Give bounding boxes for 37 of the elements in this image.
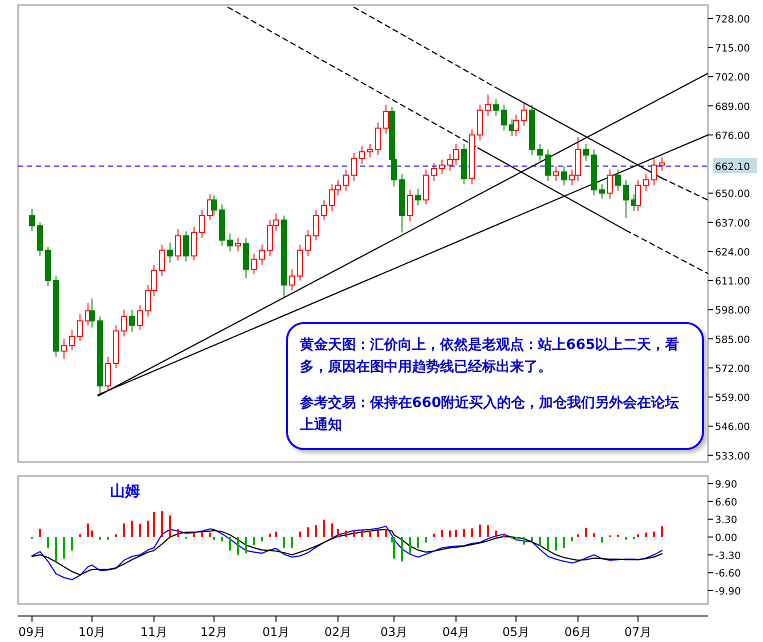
x-tick-label: 01月 (262, 625, 290, 639)
y-tick-label: -6.60 (715, 568, 741, 580)
y-tick-label: 676.00 (715, 130, 750, 142)
y-tick-label: 702.00 (715, 72, 750, 84)
x-tick-label: 09月 (18, 625, 46, 639)
y-tick-label: -9.90 (715, 586, 741, 598)
annotation: 山姆 (110, 482, 140, 500)
y-tick-label: 9.90 (715, 480, 738, 491)
y-tick-label: -3.30 (715, 550, 741, 562)
y-tick-label: 546.00 (715, 422, 750, 434)
x-tick-label: 11月 (140, 625, 168, 639)
y-tick-label: 533.00 (715, 451, 750, 462)
y-tick-label: 572.00 (715, 364, 750, 375)
x-tick-label: 04月 (442, 625, 470, 639)
y-tick-label: 3.30 (715, 515, 738, 526)
y-tick-label: 0.00 (715, 533, 738, 544)
y-tick-label: 6.60 (715, 497, 738, 508)
y-tick-label: 559.00 (715, 393, 750, 404)
x-tick-label: 05月 (502, 625, 530, 639)
y-tick-label: 728.00 (715, 14, 750, 26)
y-tick-label: 650.00 (715, 189, 750, 200)
y-tick-label: 689.00 (715, 102, 750, 113)
y-tick-label: 611.00 (715, 276, 750, 288)
x-tick-label: 12月 (200, 625, 228, 639)
x-tick-label: 07月 (624, 625, 652, 639)
y-tick-label: 598.00 (715, 306, 750, 317)
x-tick-label: 10月 (78, 625, 106, 639)
y-tick-label: 585.00 (715, 334, 750, 346)
annotation: 参考交易：保持在660附近买入的仓，加仓我们另外会在论坛上通知 (300, 394, 680, 435)
y-tick-label: 624.00 (715, 247, 750, 258)
ref-line-label: 662.10 (715, 162, 750, 174)
x-tick-label: 06月 (564, 625, 592, 639)
x-tick-label: 03月 (380, 625, 408, 639)
y-tick-label: 637.00 (715, 218, 750, 230)
x-tick-label: 02月 (324, 625, 352, 639)
y-tick-label: 715.00 (715, 44, 750, 55)
annotation: 黄金天图：汇价向上，依然是老观点：站上665以上二天，看多，原因在图中用趋势线已经标出来了。 (300, 336, 680, 377)
